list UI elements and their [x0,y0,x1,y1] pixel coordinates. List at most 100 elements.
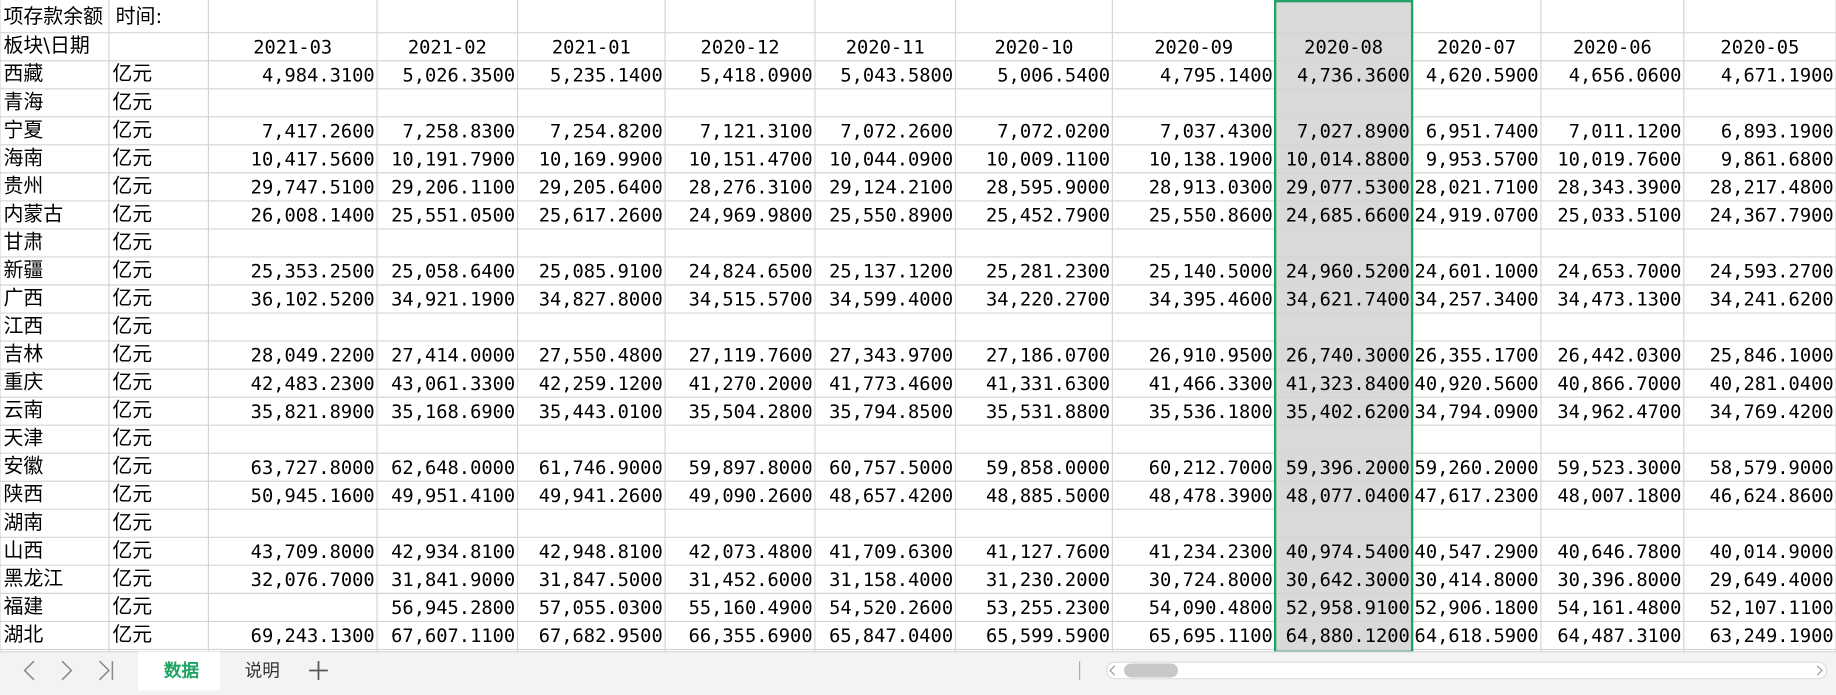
header-cell: 2021-01 [552,37,631,58]
value-cell: 60,212.7000 [1149,458,1273,479]
value-cell: 41,773.4600 [829,374,953,395]
value-cell: 49,090.2600 [689,486,813,507]
value-cell: 34,921.1900 [391,290,515,311]
value-cell: 31,841.9000 [391,570,515,591]
value-cell: 43,061.3300 [391,374,515,395]
value-cell: 41,234.2300 [1149,542,1273,563]
value-cell: 65,599.5900 [986,626,1110,647]
value-cell: 25,550.8900 [829,206,953,227]
value-cell: 62,648.0000 [391,458,515,479]
value-cell: 28,049.2200 [251,346,375,367]
value-cell: 41,331.6300 [986,374,1110,395]
region-cell: 黑龙江 [4,567,64,590]
region-cell: 天津 [4,427,44,450]
value-cell: 24,824.6500 [689,262,813,283]
value-cell: 25,550.8600 [1149,206,1273,227]
value-cell: 35,402.6200 [1286,402,1410,423]
value-cell: 10,169.9900 [539,150,663,171]
value-cell: 48,007.1800 [1557,486,1681,507]
value-cell: 5,235.1400 [550,65,663,86]
horizontal-scrollbar[interactable] [1105,661,1828,680]
value-cell: 36,102.5200 [251,290,375,311]
unit-cell: 亿元 [112,483,152,506]
active-tab[interactable] [138,651,221,691]
value-cell: 67,607.1100 [391,626,515,647]
value-cell: 63,249.1900 [1710,626,1834,647]
tab-label[interactable]: 数据 [164,661,200,682]
value-cell: 27,186.0700 [986,346,1110,367]
value-cell: 25,085.9100 [539,262,663,283]
value-cell: 24,367.7900 [1710,206,1834,227]
value-cell: 34,515.5700 [689,290,813,311]
value-cell: 56,945.2800 [391,598,515,619]
value-cell: 7,254.8200 [550,122,663,143]
unit-cell: 亿元 [112,315,152,338]
unit-cell: 亿元 [112,623,152,646]
value-cell: 35,531.8800 [986,402,1110,423]
value-cell: 25,281.2300 [986,262,1110,283]
value-cell: 28,217.4800 [1710,178,1834,199]
value-cell: 25,846.1000 [1710,346,1834,367]
value-cell: 57,055.0300 [539,598,663,619]
value-cell: 7,037.4300 [1160,122,1273,143]
value-cell: 26,355.1700 [1415,346,1539,367]
selected-column [1275,0,1413,652]
value-cell: 25,137.1200 [829,262,953,283]
value-cell: 7,072.2600 [840,122,953,143]
region-cell: 山西 [4,539,44,562]
add-sheet-button[interactable] [309,661,328,680]
scrollbar-thumb[interactable] [1124,663,1178,678]
value-cell: 4,984.3100 [262,65,375,86]
header-cell: 2020-06 [1573,37,1652,58]
value-cell: 54,090.4800 [1149,598,1273,619]
region-cell: 江西 [4,315,44,338]
value-cell: 30,396.8000 [1557,570,1681,591]
value-cell: 34,621.7400 [1286,290,1410,311]
value-cell: 42,259.1200 [539,374,663,395]
region-cell: 新疆 [4,259,44,282]
next-sheet-button[interactable] [61,660,73,681]
value-cell: 41,466.3300 [1149,374,1273,395]
last-sheet-button[interactable] [98,660,114,681]
header-cell: 2020-05 [1720,37,1799,58]
value-cell: 40,920.5600 [1415,374,1539,395]
value-cell: 41,127.7600 [986,542,1110,563]
unit-cell: 亿元 [112,174,152,197]
value-cell: 28,595.9000 [986,178,1110,199]
region-cell: 西藏 [4,62,44,85]
value-cell: 31,847.5000 [539,570,663,591]
value-cell: 54,520.2600 [829,598,953,619]
header-cell: 2021-02 [408,37,487,58]
scroll-arrows[interactable] [1109,665,1823,676]
value-cell: 29,649.4000 [1710,570,1834,591]
value-cell: 34,395.4600 [1149,290,1273,311]
value-cell: 4,736.3600 [1297,65,1410,86]
value-cell: 7,417.2600 [262,122,375,143]
value-cell: 24,960.5200 [1286,262,1410,283]
value-cell: 31,230.2000 [986,570,1110,591]
value-cell: 66,355.6900 [689,626,813,647]
value-cell: 41,323.8400 [1286,374,1410,395]
value-cell: 48,478.3900 [1149,486,1273,507]
value-cell: 40,547.2900 [1415,542,1539,563]
value-cell: 64,487.3100 [1557,626,1681,647]
value-cell: 60,757.5000 [829,458,953,479]
region-cell: 云南 [4,399,44,422]
value-cell: 10,151.4700 [689,150,813,171]
value-cell: 65,847.0400 [829,626,953,647]
tab-label[interactable]: 说明 [245,662,280,682]
header-cell: 2020-12 [701,37,780,58]
unit-cell: 亿元 [112,427,152,450]
value-cell: 30,642.3000 [1286,570,1410,591]
unit-cell: 亿元 [112,343,152,366]
value-cell: 25,140.5000 [1149,262,1273,283]
value-cell: 25,551.0500 [391,206,515,227]
value-cell: 46,624.8600 [1710,486,1834,507]
value-cell: 40,014.9000 [1710,542,1834,563]
value-cell: 54,161.4800 [1557,598,1681,619]
value-cell: 42,073.4800 [689,542,813,563]
value-cell: 24,685.6600 [1286,206,1410,227]
value-cell: 25,353.2500 [251,262,375,283]
first-sheet-button[interactable] [23,660,35,681]
value-cell: 26,008.1400 [251,206,375,227]
